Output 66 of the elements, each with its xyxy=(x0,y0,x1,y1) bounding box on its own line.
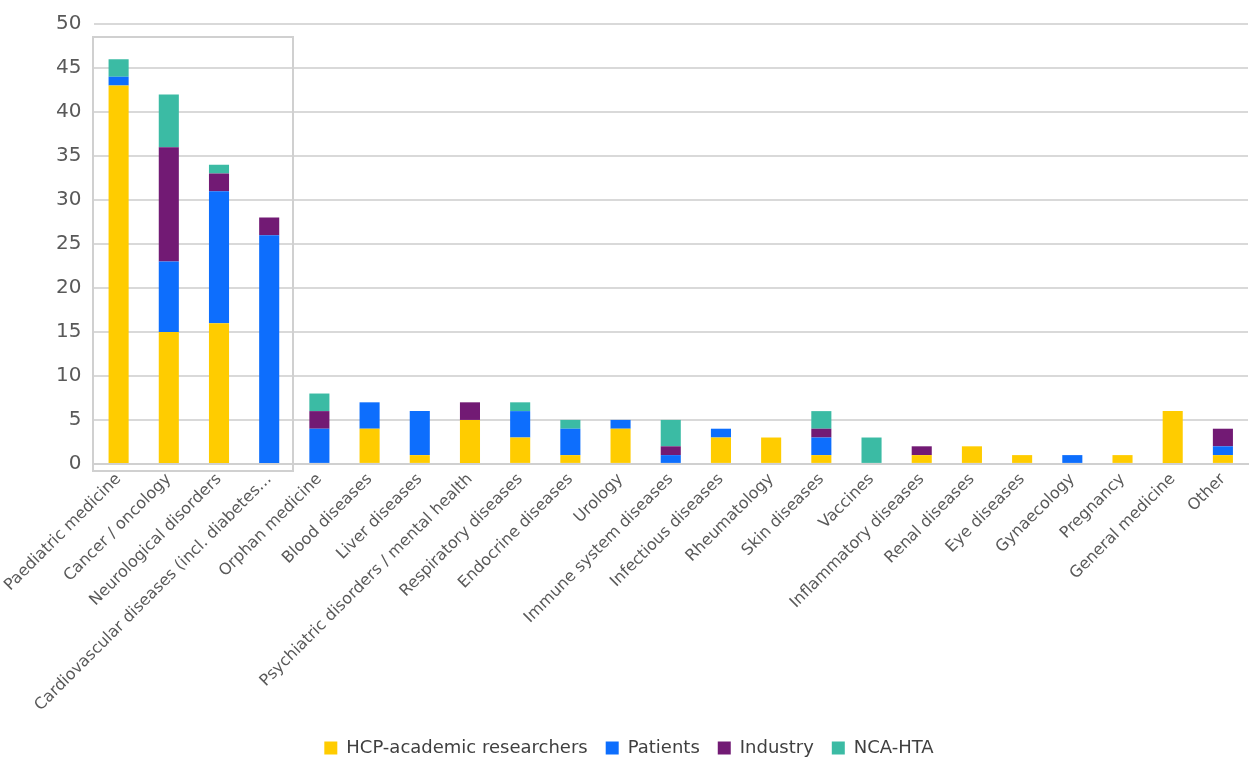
bar xyxy=(208,164,230,174)
bar xyxy=(359,402,380,429)
bar xyxy=(158,331,179,463)
bar xyxy=(610,419,631,429)
y-tick-label: 5 xyxy=(68,406,82,431)
legend-label: NCA-HTA xyxy=(853,735,935,757)
bar xyxy=(510,411,531,438)
bar xyxy=(1062,455,1083,463)
bar xyxy=(811,428,832,438)
bar xyxy=(309,428,330,463)
bar xyxy=(861,437,882,463)
bar xyxy=(660,446,681,456)
bar xyxy=(359,428,380,463)
bar xyxy=(158,94,179,148)
bar xyxy=(710,437,731,463)
bar xyxy=(309,411,330,429)
legend-label: HCP-academic researchers xyxy=(346,735,588,757)
y-tick-label: 25 xyxy=(56,230,82,255)
bar xyxy=(1112,455,1133,463)
bar xyxy=(208,173,230,192)
y-tick-label: 20 xyxy=(56,274,82,299)
y-tick-label: 15 xyxy=(56,318,82,343)
bar xyxy=(259,235,280,463)
bar xyxy=(811,437,832,456)
bar xyxy=(208,323,230,463)
bar xyxy=(660,419,681,447)
bar xyxy=(108,85,129,463)
bar xyxy=(710,428,731,438)
bar xyxy=(911,446,932,456)
bar xyxy=(309,393,330,412)
bar xyxy=(660,455,681,463)
bar xyxy=(560,455,581,463)
y-tick-label: 40 xyxy=(56,98,82,123)
bar xyxy=(811,411,832,429)
y-tick-label: 35 xyxy=(56,142,82,167)
bar xyxy=(560,419,581,429)
legend-label: Industry xyxy=(739,735,815,757)
bar xyxy=(961,446,982,463)
y-tick-label: 10 xyxy=(56,362,82,387)
bar xyxy=(761,437,782,463)
bar xyxy=(459,402,481,420)
bar xyxy=(610,428,631,463)
bar xyxy=(108,59,129,77)
bar xyxy=(158,147,179,262)
bar xyxy=(560,428,581,456)
y-tick-label: 45 xyxy=(56,54,82,79)
bar xyxy=(409,455,430,463)
bar xyxy=(1212,455,1233,463)
bar xyxy=(1212,446,1233,456)
legend-label: Patients xyxy=(627,735,700,757)
bar xyxy=(510,437,531,463)
bar xyxy=(409,411,430,456)
bar xyxy=(911,455,932,463)
bar xyxy=(459,419,481,463)
bar xyxy=(510,402,531,412)
y-tick-label: 30 xyxy=(56,186,82,211)
bar xyxy=(811,455,832,463)
bar xyxy=(1012,455,1033,463)
bar xyxy=(208,191,230,324)
bar xyxy=(1162,411,1183,463)
bar xyxy=(259,217,280,236)
bar xyxy=(158,261,179,332)
y-tick-label: 0 xyxy=(68,450,82,475)
bar xyxy=(1212,428,1233,447)
bar xyxy=(108,76,129,86)
y-tick-label: 50 xyxy=(56,10,82,35)
